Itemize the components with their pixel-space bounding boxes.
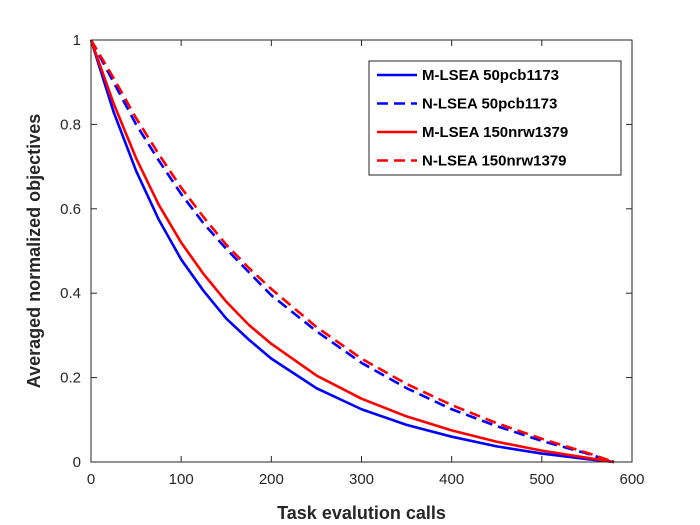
- x-tick-label: 0: [87, 471, 95, 488]
- legend-label-3: M-LSEA 150nrw1379: [422, 124, 568, 141]
- x-axis-title: Task evalution calls: [277, 503, 446, 523]
- ticks-layer: 0 100 200 300 400 500 600 0 0.2 0.4 0.6 0.8 1: [60, 32, 644, 488]
- legend-label-1: M-LSEA 50pcb1173: [422, 67, 559, 84]
- x-tick-label: 100: [169, 471, 194, 488]
- series-layer: [89, 39, 615, 464]
- legend-label-4: N-LSEA 150nrw1379: [422, 153, 567, 170]
- series-line-2: [89, 39, 615, 464]
- y-tick-label: 0: [73, 454, 81, 471]
- series-line-1: [89, 39, 615, 464]
- series-line-3: [89, 39, 615, 464]
- x-tick-label: 300: [349, 471, 374, 488]
- legend-box: [368, 60, 622, 176]
- x-tick-label: 200: [259, 471, 284, 488]
- y-tick-label: 1: [73, 32, 81, 49]
- y-tick-label: 0.2: [60, 370, 81, 387]
- x-tick-label: 600: [619, 471, 644, 488]
- x-tick-label: 500: [529, 471, 554, 488]
- legend: M-LSEA 50pcb1173 N-LSEA 50pcb1173 M-LSEA 1…: [368, 60, 622, 176]
- legend-label-2: N-LSEA 50pcb1173: [422, 96, 557, 113]
- x-tick-label: 400: [439, 471, 464, 488]
- series-line-4: [89, 39, 615, 464]
- y-axis-title: Averaged normalized objectives: [24, 114, 44, 388]
- y-tick-label: 0.8: [60, 116, 81, 133]
- y-tick-label: 0.4: [60, 285, 81, 302]
- y-tick-label: 0.6: [60, 201, 81, 218]
